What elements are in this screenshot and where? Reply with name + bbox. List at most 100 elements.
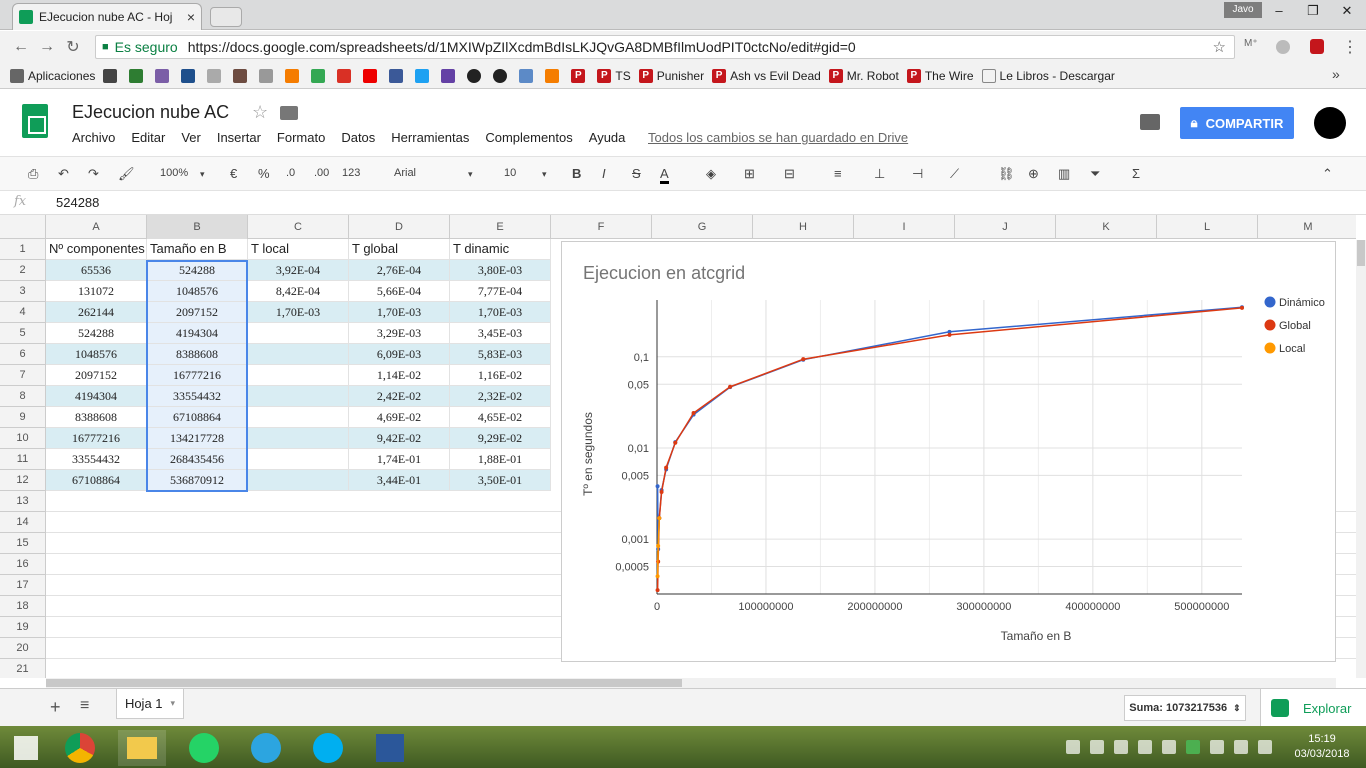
sum-indicator[interactable]: Suma: 1073217536 ⇕ [1124,695,1246,721]
currency-button[interactable]: € [230,166,238,181]
menu-complementos[interactable]: Complementos [485,130,573,145]
data-point[interactable] [655,588,660,593]
column-header-e[interactable]: E [450,215,551,239]
table-cell[interactable]: 2,42E-02 [349,386,450,407]
collapse-toolbar-icon[interactable]: ⌃ [1322,166,1333,181]
table-cell[interactable] [248,449,349,470]
merge-cells-icon[interactable]: ⊟ [784,166,795,181]
blogger-icon[interactable] [545,68,560,83]
row-header-4[interactable]: 4 [0,302,46,323]
table-cell[interactable]: 4,65E-02 [450,407,551,428]
bookmark-star-icon[interactable]: ☆ [1212,39,1226,56]
flag-icon[interactable] [1138,740,1152,754]
percent-button[interactable]: % [258,166,270,181]
forward-icon[interactable]: → [39,38,55,55]
bookmark-icon[interactable] [259,68,274,83]
table-cell[interactable]: 3,44E-01 [349,470,450,491]
more-formats-button[interactable]: 123 [342,167,361,179]
table-cell[interactable]: 131072 [46,281,147,302]
table-cell[interactable]: 1048576 [147,281,248,302]
table-cell[interactable]: 2097152 [147,302,248,323]
bookmark-icon[interactable] [233,68,248,83]
row-header-18[interactable]: 18 [0,596,46,617]
tray-icon[interactable] [1114,740,1128,754]
row-header-5[interactable]: 5 [0,323,46,344]
windows-start-icon[interactable] [2,730,50,766]
table-cell[interactable]: 9,42E-02 [349,428,450,449]
column-header-m[interactable]: M [1258,215,1356,239]
row-header-15[interactable]: 15 [0,533,46,554]
sheets-logo-icon[interactable] [22,104,48,138]
table-cell[interactable] [248,428,349,449]
data-point[interactable] [801,357,806,362]
gmail-icon[interactable] [337,68,352,83]
table-cell[interactable]: 1,70E-03 [248,302,349,323]
table-cell[interactable]: 524288 [147,260,248,281]
share-button[interactable]: 🔒︎ COMPARTIR [1180,107,1294,139]
row-header-13[interactable]: 13 [0,491,46,512]
table-cell[interactable]: 3,29E-03 [349,323,450,344]
file-explorer-icon[interactable] [118,730,166,766]
table-cell[interactable]: 5,83E-03 [450,344,551,365]
row-header-3[interactable]: 3 [0,281,46,302]
font-select[interactable]: Arial [394,167,417,179]
row-header-14[interactable]: 14 [0,512,46,533]
add-sheet-button[interactable]: + [50,697,61,717]
table-cell[interactable] [248,470,349,491]
data-point[interactable] [728,384,733,389]
row-header-8[interactable]: 8 [0,386,46,407]
data-point[interactable] [1240,305,1244,310]
menu-ayuda[interactable]: Ayuda [588,130,626,145]
bold-button[interactable]: B [572,166,582,181]
table-cell[interactable]: 33554432 [147,386,248,407]
bookmark-mr-robot[interactable]: P Mr. Robot [828,68,899,83]
table-cell[interactable]: 67108864 [46,470,147,491]
table-cell[interactable]: 1048576 [46,344,147,365]
align-vertical-icon[interactable]: ⊥ [874,166,886,181]
header-cell[interactable]: T dinamic [450,239,551,260]
row-header-2[interactable]: 2 [0,260,46,281]
table-cell[interactable]: 16777216 [147,365,248,386]
header-cell[interactable]: Tamaño en B [147,239,248,260]
table-cell[interactable]: 8,42E-04 [248,281,349,302]
explore-button[interactable]: Explorar [1260,689,1366,727]
extension-drive-icon[interactable] [1276,40,1290,54]
data-point[interactable] [656,543,661,548]
italic-button[interactable]: I [602,166,606,181]
back-icon[interactable]: ← [13,38,29,55]
facebook-icon[interactable] [389,68,404,83]
undo-icon[interactable]: ↶ [58,166,69,181]
row-header-10[interactable]: 10 [0,428,46,449]
reload-icon[interactable]: ↻ [66,39,80,56]
table-cell[interactable]: 2,76E-04 [349,260,450,281]
row-header-17[interactable]: 17 [0,575,46,596]
folder-icon[interactable] [280,106,298,120]
telegram-icon[interactable] [242,730,290,766]
menu-datos[interactable]: Datos [341,130,376,145]
whatsapp-icon[interactable] [180,730,228,766]
column-header-l[interactable]: L [1157,215,1258,239]
dropbox-icon[interactable] [1066,740,1080,754]
data-point[interactable] [655,484,660,489]
browser-tab[interactable]: EJecucion nube AC - Hoj × [12,3,202,30]
row-header-20[interactable]: 20 [0,638,46,659]
data-point[interactable] [655,574,660,579]
text-wrap-icon[interactable]: ⊣ [912,166,924,181]
increase-decimals-button[interactable]: .00 [314,167,330,179]
scroll-thumb[interactable] [46,679,682,687]
avatar[interactable] [1314,107,1346,139]
table-cell[interactable]: 65536 [46,260,147,281]
table-cell[interactable]: 8388608 [147,344,248,365]
formula-input[interactable]: 524288 [56,195,100,210]
row-header-12[interactable]: 12 [0,470,46,491]
table-cell[interactable] [248,407,349,428]
column-header-k[interactable]: K [1056,215,1157,239]
legend-label[interactable]: Global [1279,320,1311,332]
bookmark-icon[interactable] [155,68,170,83]
battery-icon[interactable] [1210,740,1224,754]
functions-icon[interactable]: Σ [1132,166,1141,181]
decrease-decimals-button[interactable]: .0 [286,167,296,179]
table-cell[interactable]: 1,14E-02 [349,365,450,386]
column-header-h[interactable]: H [753,215,854,239]
skype-icon[interactable] [304,730,352,766]
